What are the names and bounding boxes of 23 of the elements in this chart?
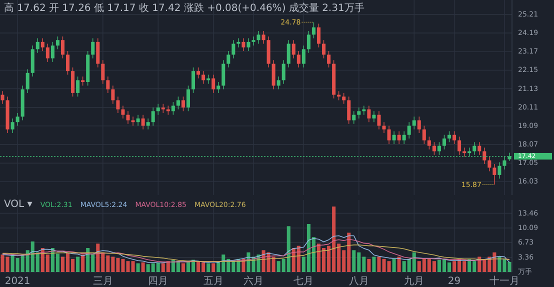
x-tick-label: 十一月: [489, 275, 520, 287]
x-tick-label: 29: [448, 276, 461, 287]
x-tick-label: 八月: [348, 276, 369, 287]
x-tick-label: 五月: [203, 276, 224, 287]
bar: [76, 256, 80, 272]
x-tick-label: 七月: [294, 275, 314, 287]
bar: [206, 263, 210, 272]
bar: [212, 263, 216, 272]
bar: [372, 256, 376, 272]
bar: [141, 262, 145, 272]
chart-title: 高 17.62 开 17.26 低 17.17 收 17.42 涨跌 +0.08(+0.46%) 成交量 2.31万手: [4, 2, 364, 14]
chart-title: VOL ▾: [4, 199, 32, 210]
x-tick-label: 九月: [404, 275, 424, 287]
bar: [136, 263, 140, 272]
x-tick-label: 2021: [4, 276, 30, 287]
bar: [397, 256, 401, 272]
x-tick-label: 六月: [243, 275, 264, 287]
x-tick-label: 三月: [92, 276, 113, 287]
bar: [181, 263, 185, 272]
bar: [367, 258, 371, 272]
bar: [392, 258, 396, 272]
bar: [81, 254, 85, 272]
x-tick-label: 四月: [148, 276, 168, 287]
